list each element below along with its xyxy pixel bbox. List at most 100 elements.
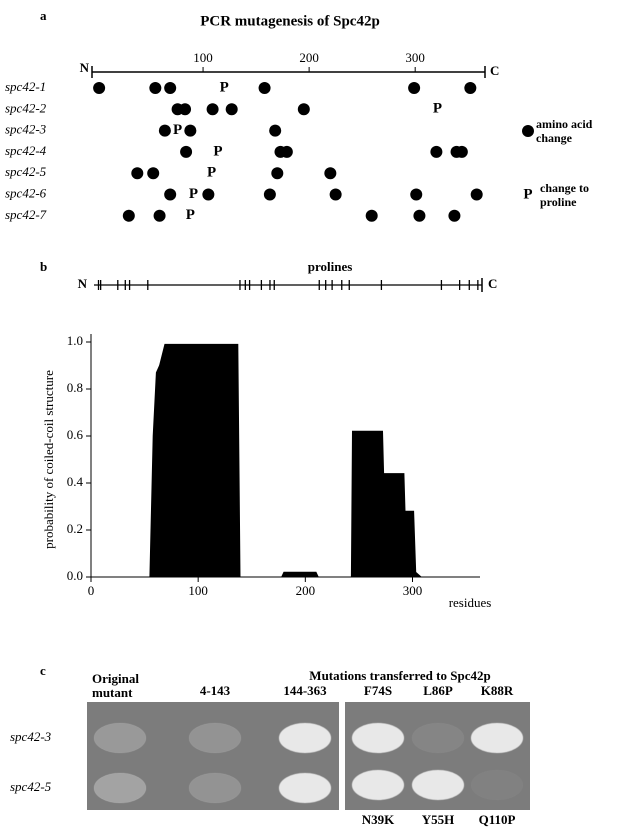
mutation-dot <box>329 188 342 201</box>
row-label: spc42-1 <box>5 79 46 94</box>
proline-marker: P <box>207 165 216 181</box>
column-label: Original mutant <box>92 671 139 700</box>
colony <box>278 722 332 754</box>
panel-title: PCR mutagenesis of Spc42p <box>200 13 380 29</box>
mutation-dot <box>448 209 461 222</box>
panel-label: b <box>40 259 47 274</box>
y-tick-label: 0.2 <box>67 521 83 536</box>
track-end-label: C <box>488 276 497 291</box>
y-tick-label: 0.0 <box>67 568 83 583</box>
column-label: 144-363 <box>283 683 327 698</box>
mutation-dot <box>149 82 162 94</box>
proline-marker: P <box>186 207 195 223</box>
mutation-dot <box>470 188 483 201</box>
mutation-dot <box>464 82 477 94</box>
mutation-dot <box>365 209 378 222</box>
mutation-dot <box>131 167 144 180</box>
mutation-dot <box>179 103 192 116</box>
row-label: spc42-6 <box>5 185 47 200</box>
colony <box>278 772 332 804</box>
colony <box>351 722 405 754</box>
row-label: spc42-2 <box>5 100 47 115</box>
mutation-dot <box>206 103 219 116</box>
axis-end-label: C <box>490 63 499 78</box>
column-label: Y55H <box>422 812 455 827</box>
x-axis-label: residues <box>449 595 492 610</box>
mutation-dot <box>410 188 423 201</box>
legend-dot <box>522 125 534 137</box>
colony <box>411 722 465 754</box>
track-end-label: N <box>78 276 88 291</box>
x-tick-label: 100 <box>193 50 213 65</box>
mutation-dot <box>413 209 426 222</box>
proline-marker: P <box>433 101 442 117</box>
column-label: N39K <box>362 812 395 827</box>
row-label: spc42-5 <box>5 164 47 179</box>
mutation-dot <box>122 209 135 222</box>
legend-label: amino acid change <box>536 117 593 145</box>
mutation-dot <box>430 145 443 158</box>
coiled-coil-area <box>91 343 480 578</box>
y-tick-label: 0.4 <box>67 474 84 489</box>
colony <box>93 772 147 804</box>
proline-marker: P <box>189 186 198 202</box>
colony <box>470 722 524 754</box>
mutation-dot <box>225 103 238 116</box>
colony <box>188 772 242 804</box>
mutation-dot <box>180 145 193 158</box>
mutation-dot <box>269 124 282 137</box>
mutation-dot <box>408 82 421 94</box>
column-label: L86P <box>423 683 453 698</box>
mutation-dot <box>93 82 106 94</box>
axis-end-label: N <box>80 60 90 75</box>
row-label: spc42-3 <box>10 729 52 744</box>
mutation-dot <box>280 145 293 158</box>
legend-marker: P <box>523 186 532 202</box>
y-tick-label: 1.0 <box>67 333 83 348</box>
colony <box>188 722 242 754</box>
column-label: F74S <box>364 683 392 698</box>
mutation-dot <box>164 82 177 94</box>
proline-marker: P <box>213 143 222 159</box>
row-label: spc42-3 <box>5 122 47 137</box>
colony <box>93 722 147 754</box>
x-tick-label: 200 <box>299 50 319 65</box>
colony <box>471 770 523 800</box>
mutation-dot <box>164 188 177 201</box>
mutation-dot <box>263 188 276 201</box>
panel-label: a <box>40 8 47 23</box>
mutation-dot <box>184 124 197 137</box>
mutation-dot <box>258 82 271 94</box>
column-label: Q110P <box>479 812 516 827</box>
row-label: spc42-7 <box>5 207 47 222</box>
colony <box>411 769 465 801</box>
y-tick-label: 0.6 <box>67 427 84 442</box>
column-label: K88R <box>481 683 514 698</box>
x-tick-label: 300 <box>403 583 423 598</box>
y-axis-label: probability of coiled-coil structure <box>41 370 56 549</box>
row-label: spc42-5 <box>10 779 52 794</box>
colony <box>351 769 405 801</box>
mutation-dot <box>202 188 215 201</box>
column-label: 4-143 <box>200 683 231 698</box>
row-label: spc42-4 <box>5 143 47 158</box>
mutation-dot <box>147 167 160 180</box>
mutation-dot <box>455 145 468 158</box>
track-label: prolines <box>308 259 353 274</box>
panel-label: c <box>40 663 46 678</box>
y-tick-label: 0.8 <box>67 380 83 395</box>
x-tick-label: 100 <box>188 583 208 598</box>
mutation-dot <box>297 103 310 116</box>
x-tick-label: 300 <box>405 50 425 65</box>
x-tick-label: 200 <box>296 583 316 598</box>
mutation-dot <box>158 124 171 137</box>
mutation-dot <box>153 209 166 222</box>
x-tick-label: 0 <box>88 583 95 598</box>
proline-marker: P <box>173 122 182 138</box>
legend-label: change to proline <box>540 181 589 209</box>
mutation-dot <box>271 167 284 180</box>
mutation-dot <box>324 167 337 180</box>
proline-marker: P <box>220 79 229 95</box>
